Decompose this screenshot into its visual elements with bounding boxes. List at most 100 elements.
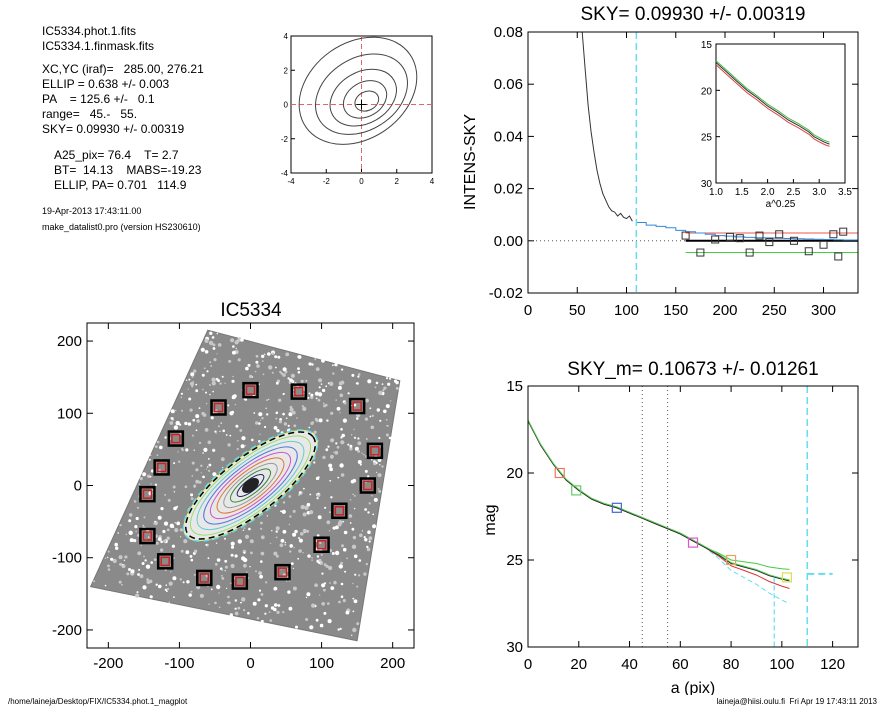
noise-speck: [196, 419, 200, 423]
noise-speck: [310, 395, 314, 400]
noise-speck: [386, 424, 389, 427]
noise-speck: [260, 619, 264, 623]
noise-speck: [341, 544, 344, 548]
noise-speck: [281, 509, 286, 514]
noise-speck: [186, 580, 190, 584]
noise-speck: [150, 469, 155, 473]
noise-speck: [317, 515, 322, 520]
galaxy-core: [242, 477, 259, 494]
noise-speck: [329, 582, 331, 584]
mag-profile-fit: [527, 419, 790, 581]
noise-speck: [258, 412, 263, 417]
inset-profile-green: [715, 60, 830, 143]
noise-speck: [311, 421, 315, 424]
noise-speck: [189, 381, 195, 386]
noise-speck: [373, 497, 378, 502]
noise-speck: [236, 447, 239, 451]
noise-speck: [264, 612, 267, 615]
noise-speck: [180, 396, 182, 398]
noise-speck: [346, 557, 348, 560]
noise-speck: [327, 619, 332, 624]
noise-speck: [200, 347, 205, 352]
noise-speck: [201, 373, 205, 377]
noise-speck: [230, 338, 235, 343]
noise-speck: [352, 597, 355, 600]
mag-marker: [725, 554, 737, 566]
noise-speck: [308, 426, 311, 429]
sky-box-inner: [156, 462, 167, 473]
noise-speck: [217, 425, 220, 428]
noise-speck: [204, 350, 209, 354]
noise-speck: [190, 372, 195, 377]
noise-speck: [351, 544, 357, 549]
mag-plot: SKY_m= 0.10673 +/- 0.01261 mag a (pix) 0…: [482, 359, 859, 695]
noise-speck: [224, 559, 228, 563]
info-a25: A25_pix= 76.4 T= 2.7: [54, 148, 179, 162]
noise-speck: [142, 472, 147, 477]
mag-marker: [554, 467, 565, 479]
noise-speck: [216, 584, 221, 590]
noise-speck: [227, 404, 230, 407]
noise-speck: [352, 535, 357, 540]
contour-ytick-label: -4: [281, 169, 289, 178]
noise-speck: [293, 546, 295, 549]
noise-speck: [241, 597, 246, 602]
noise-speck: [300, 504, 305, 510]
noise-speck: [383, 409, 387, 414]
info-date: 19-Apr-2013 17:43:11.00: [42, 206, 142, 216]
noise-speck: [373, 460, 376, 463]
noise-speck: [357, 460, 362, 464]
contour-xtick-label: 4: [430, 177, 435, 186]
noise-speck: [307, 554, 311, 558]
noise-speck: [179, 528, 183, 532]
sky-profile-line: [581, 31, 633, 222]
sky-ytick-label: -0.02: [489, 285, 523, 302]
noise-speck: [353, 599, 358, 604]
noise-speck: [395, 386, 399, 390]
noise-speck: [323, 404, 326, 408]
noise-speck: [259, 574, 263, 579]
noise-speck: [208, 463, 212, 467]
sky-box-marker: [839, 227, 848, 236]
noise-speck: [169, 417, 172, 419]
noise-speck: [164, 436, 167, 439]
noise-speck: [370, 425, 375, 430]
noise-speck: [224, 537, 226, 540]
noise-speck: [274, 355, 278, 359]
noise-speck: [363, 536, 366, 539]
noise-speck: [334, 550, 340, 556]
noise-speck: [328, 463, 333, 468]
sky-ytick-label: 0.04: [494, 128, 523, 145]
noise-speck: [260, 551, 265, 556]
noise-speck: [195, 479, 200, 484]
image-ytick-label: 200: [57, 333, 82, 350]
noise-speck: [229, 532, 232, 534]
noise-speck: [189, 555, 193, 558]
info-bt: BT= 14.13 MABS=-19.23: [54, 163, 202, 177]
noise-speck: [259, 433, 261, 435]
noise-speck: [234, 599, 237, 602]
noise-speck: [271, 352, 275, 355]
noise-speck: [128, 519, 132, 523]
noise-speck: [190, 590, 193, 593]
noise-speck: [207, 440, 212, 445]
noise-speck: [285, 352, 290, 357]
contour-ytick-label: 0: [284, 101, 289, 110]
noise-speck: [168, 581, 173, 586]
noise-speck: [378, 436, 381, 440]
noise-speck: [157, 515, 162, 520]
noise-speck: [297, 557, 300, 560]
noise-speck: [193, 369, 197, 373]
noise-speck: [180, 392, 183, 395]
noise-speck: [268, 398, 270, 400]
contour-plot: -4 -2 0 2 4 -4 -2 0 2 4: [281, 32, 435, 186]
noise-speck: [348, 514, 353, 518]
noise-speck: [288, 523, 290, 526]
noise-speck: [242, 557, 248, 563]
noise-speck: [357, 373, 361, 376]
noise-speck: [288, 495, 292, 498]
noise-speck: [210, 588, 213, 591]
noise-speck: [324, 506, 327, 509]
noise-speck: [143, 555, 145, 558]
noise-speck: [356, 382, 359, 385]
